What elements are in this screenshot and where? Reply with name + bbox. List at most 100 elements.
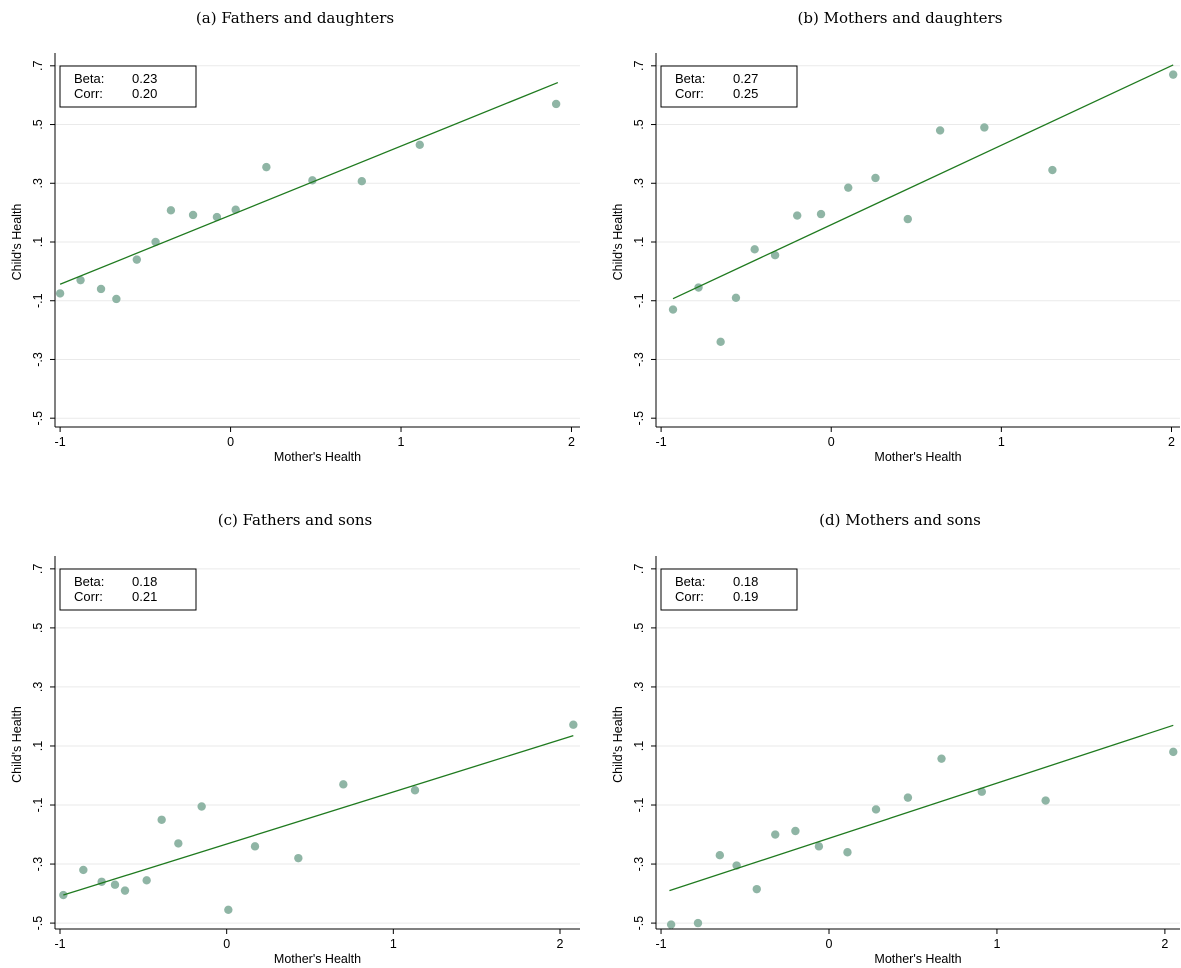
y-axis-label: Child's Health (611, 706, 625, 783)
data-point (1169, 747, 1178, 757)
data-point (166, 206, 176, 215)
data-point (357, 177, 367, 186)
panel-d: (d) Mothers and sons .7 .5 .3 .1 -.1 -.3 -.5 -1 0… (611, 511, 1180, 966)
x-tick-label: 1 (993, 937, 1000, 951)
y-tick-label: .3 (632, 178, 646, 188)
x-tick-label: 1 (390, 937, 397, 951)
y-tick-label: -.5 (632, 916, 646, 931)
corr-value: 0.25 (733, 86, 758, 101)
x-tick-label: 0 (223, 937, 230, 951)
beta-label: Beta: (74, 71, 104, 86)
x-tick-label: 2 (568, 435, 575, 449)
data-point (666, 920, 676, 929)
x-axis-label: Mother's Health (274, 450, 361, 464)
x-tick-label: 1 (998, 435, 1005, 449)
y-tick-label: .5 (632, 623, 646, 633)
x-tick-label: 1 (398, 435, 405, 449)
data-point (96, 284, 106, 294)
y-tick-label: -.3 (632, 352, 646, 367)
y-tick-label: .3 (31, 178, 45, 188)
data-point (55, 289, 65, 298)
data-point (212, 212, 222, 222)
y-tick-label: .7 (31, 61, 45, 71)
data-point (937, 754, 946, 763)
x-tick-label: -1 (655, 937, 666, 951)
panel-caption: (d) Mothers and sons (819, 511, 981, 529)
corr-value: 0.20 (132, 86, 157, 101)
corr-label: Corr: (675, 86, 704, 101)
stats-box-frame (660, 568, 798, 611)
y-axis-label: Child's Health (611, 204, 625, 281)
data-point (79, 865, 88, 875)
beta-label: Beta: (675, 71, 705, 86)
corr-label: Corr: (74, 86, 103, 101)
data-point (112, 294, 121, 304)
y-axis-label: Child's Health (10, 204, 24, 281)
y-tick-label: .1 (632, 237, 646, 247)
panel-b: (b) Mothers and daughters .7 .5 .3 .1 -.1 -.3 -… (611, 9, 1180, 464)
y-tick-label: -.5 (31, 411, 45, 426)
x-tick-label: -1 (656, 435, 667, 449)
data-point (1168, 70, 1178, 79)
data-point (1041, 796, 1050, 805)
stats-box: Beta: 0.27 Corr: 0.25 (660, 65, 798, 108)
data-point (715, 851, 725, 860)
y-tick-label: -.1 (31, 293, 45, 308)
y-tick-label: -.3 (31, 857, 45, 872)
y-tick-label: .1 (31, 741, 45, 751)
stats-box-frame (660, 65, 798, 108)
stats-box-frame (59, 568, 197, 611)
data-point (793, 211, 802, 220)
data-point (752, 884, 761, 894)
y-tick-label: .1 (31, 237, 45, 247)
stats-box: Beta: 0.18 Corr: 0.19 (660, 568, 798, 611)
data-point (716, 337, 725, 347)
y-tick-label: .5 (31, 119, 45, 129)
corr-value: 0.21 (132, 589, 157, 604)
data-point (110, 880, 120, 889)
data-point (415, 140, 424, 150)
y-tick-label: -.1 (632, 798, 646, 813)
fit-line (59, 81, 559, 285)
data-point (903, 793, 913, 802)
x-axis-label: Mother's Health (274, 952, 361, 966)
beta-value: 0.27 (733, 71, 758, 86)
stats-box: Beta: 0.18 Corr: 0.21 (59, 568, 197, 611)
data-point (814, 842, 824, 851)
data-point (816, 209, 826, 219)
stats-box: Beta: 0.23 Corr: 0.20 (59, 65, 197, 108)
data-point (410, 786, 420, 795)
y-tick-label: -.5 (31, 916, 45, 931)
y-tick-label: .5 (632, 119, 646, 129)
data-point (770, 251, 780, 260)
x-tick-label: 2 (557, 937, 564, 951)
x-axis-label: Mother's Health (874, 952, 961, 966)
x-tick-label: 2 (1168, 435, 1175, 449)
stats-box-frame (59, 65, 197, 108)
corr-label: Corr: (74, 589, 103, 604)
data-point (791, 826, 800, 836)
y-tick-label: -.5 (632, 411, 646, 426)
data-point (750, 245, 759, 254)
data-point (668, 305, 678, 314)
y-tick-label: -.3 (31, 352, 45, 367)
y-tick-label: .5 (31, 623, 45, 633)
y-tick-label: .7 (31, 564, 45, 574)
data-point (871, 805, 881, 814)
x-tick-label: -1 (55, 435, 66, 449)
y-tick-label: -.1 (31, 798, 45, 813)
fit-line (63, 735, 574, 896)
data-point (871, 173, 880, 183)
data-point (132, 255, 142, 264)
data-point (693, 918, 703, 928)
data-point (188, 210, 198, 220)
x-tick-label: 0 (828, 435, 835, 449)
panel-caption: (c) Fathers and sons (218, 511, 372, 529)
data-point (844, 183, 853, 192)
y-tick-label: .7 (632, 564, 646, 574)
data-point (120, 886, 130, 895)
data-point (569, 720, 578, 729)
beta-value: 0.23 (132, 71, 157, 86)
beta-label: Beta: (74, 574, 104, 589)
